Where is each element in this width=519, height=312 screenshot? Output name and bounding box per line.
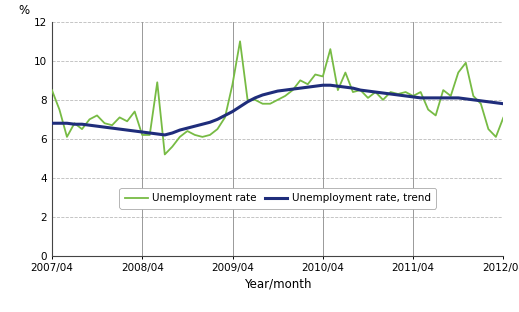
Unemployment rate (146, 133, 153, 137)
Unemployment rate, trend (131, 129, 138, 133)
Unemployment rate (49, 88, 55, 92)
Unemployment rate, trend (455, 96, 461, 100)
Unemployment rate (237, 39, 243, 43)
Unemployment rate (131, 110, 138, 113)
X-axis label: Year/month: Year/month (244, 278, 311, 291)
Unemployment rate (161, 153, 168, 156)
Unemployment rate, trend (161, 133, 168, 137)
Unemployment rate, trend (320, 83, 326, 87)
Legend: Unemployment rate, Unemployment rate, trend: Unemployment rate, Unemployment rate, tr… (119, 188, 436, 208)
Line: Unemployment rate: Unemployment rate (52, 41, 519, 154)
Text: %: % (18, 4, 29, 17)
Unemployment rate, trend (146, 131, 153, 135)
Unemployment rate, trend (86, 123, 92, 127)
Unemployment rate, trend (49, 121, 55, 125)
Unemployment rate, trend (357, 88, 363, 92)
Unemployment rate (86, 117, 92, 121)
Unemployment rate (357, 88, 363, 92)
Unemployment rate (455, 71, 461, 74)
Line: Unemployment rate, trend: Unemployment rate, trend (52, 85, 519, 135)
